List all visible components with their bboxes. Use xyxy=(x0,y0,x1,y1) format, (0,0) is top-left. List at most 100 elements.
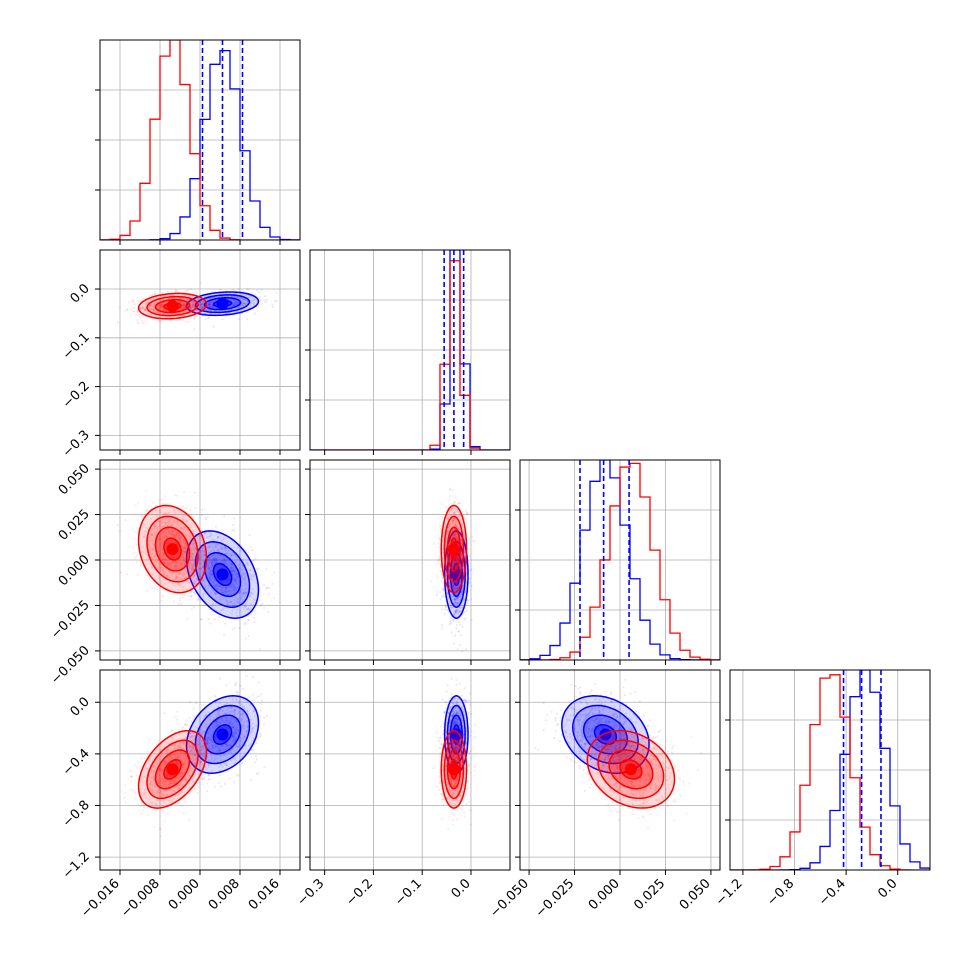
scatter-point xyxy=(160,538,163,541)
scatter-point xyxy=(253,301,256,304)
scatter-point xyxy=(174,290,177,293)
scatter-point xyxy=(454,521,457,524)
scatter-point xyxy=(212,564,215,567)
y-tick-label: −0.2 xyxy=(60,379,93,412)
scatter-point xyxy=(218,774,221,777)
scatter-point xyxy=(230,565,233,569)
scatter-point xyxy=(242,606,245,609)
scatter-point xyxy=(184,514,187,517)
scatter-point xyxy=(452,590,456,593)
scatter-point xyxy=(180,294,183,297)
scatter-point xyxy=(155,514,158,518)
scatter-point xyxy=(182,529,185,532)
scatter-point xyxy=(456,538,459,541)
scatter-point xyxy=(177,552,180,555)
scatter-point xyxy=(242,721,246,724)
scatter-point xyxy=(185,570,188,574)
scatter-point xyxy=(192,542,195,545)
scatter-point xyxy=(265,568,268,571)
scatter-point xyxy=(222,748,225,751)
scatter-point xyxy=(222,754,225,757)
scatter-point xyxy=(165,586,168,590)
scatter-point xyxy=(446,565,449,568)
scatter-point xyxy=(241,704,244,707)
scatter-point xyxy=(237,774,240,777)
scatter-point xyxy=(222,558,225,561)
scatter-point xyxy=(241,588,244,591)
scatter-point xyxy=(209,301,212,304)
scatter-point xyxy=(199,549,202,553)
scatter-point xyxy=(146,589,149,592)
scatter-point xyxy=(207,763,210,767)
scatter-point xyxy=(460,575,463,578)
scatter-point xyxy=(142,523,145,526)
contour-blue xyxy=(185,291,260,317)
scatter-point xyxy=(181,306,184,309)
scatter-point xyxy=(179,540,182,543)
scatter-point xyxy=(198,301,201,304)
contour-red xyxy=(440,504,468,594)
scatter-point xyxy=(444,605,447,608)
scatter-point xyxy=(451,595,454,598)
scatter-point xyxy=(151,308,154,311)
scatter-point xyxy=(249,718,253,721)
scatter-point xyxy=(222,713,225,716)
scatter-point xyxy=(448,526,451,529)
scatter-point xyxy=(233,603,236,607)
scatter-point xyxy=(210,573,213,577)
scatter-point xyxy=(211,574,214,577)
scatter-point xyxy=(449,488,452,491)
scatter-point xyxy=(143,533,147,537)
scatter-point xyxy=(453,598,456,601)
scatter-point xyxy=(189,526,192,529)
scatter-point xyxy=(143,530,146,533)
scatter-point xyxy=(184,779,187,782)
scatter-point xyxy=(160,308,163,311)
scatter-point xyxy=(456,557,459,561)
scatter-point xyxy=(166,297,169,300)
scatter-point xyxy=(473,540,476,543)
scatter-point xyxy=(455,533,458,536)
scatter-point xyxy=(215,559,218,562)
scatter-point xyxy=(221,318,224,321)
scatter-point xyxy=(180,602,183,606)
scatter-point xyxy=(451,565,454,568)
scatter-point xyxy=(213,542,216,545)
scatter-point xyxy=(457,529,461,532)
scatter-point xyxy=(159,304,162,307)
scatter-point xyxy=(180,562,183,565)
scatter-point xyxy=(442,592,445,595)
scatter-point xyxy=(173,557,176,560)
scatter-point xyxy=(185,588,188,591)
scatter-point xyxy=(233,292,236,295)
scatter-point xyxy=(189,306,192,309)
scatter-point xyxy=(210,560,213,563)
scatter-point xyxy=(265,714,268,717)
scatter-point xyxy=(217,585,220,588)
scatter-point xyxy=(230,739,234,742)
scatter-point xyxy=(159,304,162,307)
scatter-point xyxy=(162,308,165,312)
scatter-point xyxy=(242,724,245,727)
scatter-point xyxy=(452,556,455,559)
scatter-point xyxy=(209,301,213,304)
scatter-point xyxy=(199,301,202,304)
scatter-point xyxy=(233,576,236,580)
scatter-point xyxy=(213,558,216,562)
scatter-point xyxy=(456,572,459,575)
scatter-point xyxy=(451,606,454,610)
scatter-point xyxy=(169,319,172,322)
panel-3-0: −0.016−0.008 0.000 0.008 0.0160.0−0.4−0.8−1… xyxy=(60,669,301,921)
scatter-point xyxy=(208,566,211,569)
scatter-point xyxy=(191,304,194,307)
scatter-point xyxy=(229,750,232,753)
scatter-point xyxy=(233,710,236,714)
scatter-point xyxy=(455,597,458,600)
scatter-point xyxy=(233,299,236,302)
scatter-point xyxy=(185,507,188,510)
scatter-point xyxy=(449,557,452,560)
scatter-point xyxy=(186,298,189,301)
scatter-point xyxy=(210,303,213,307)
scatter-point xyxy=(244,637,247,640)
scatter-point xyxy=(150,533,154,536)
